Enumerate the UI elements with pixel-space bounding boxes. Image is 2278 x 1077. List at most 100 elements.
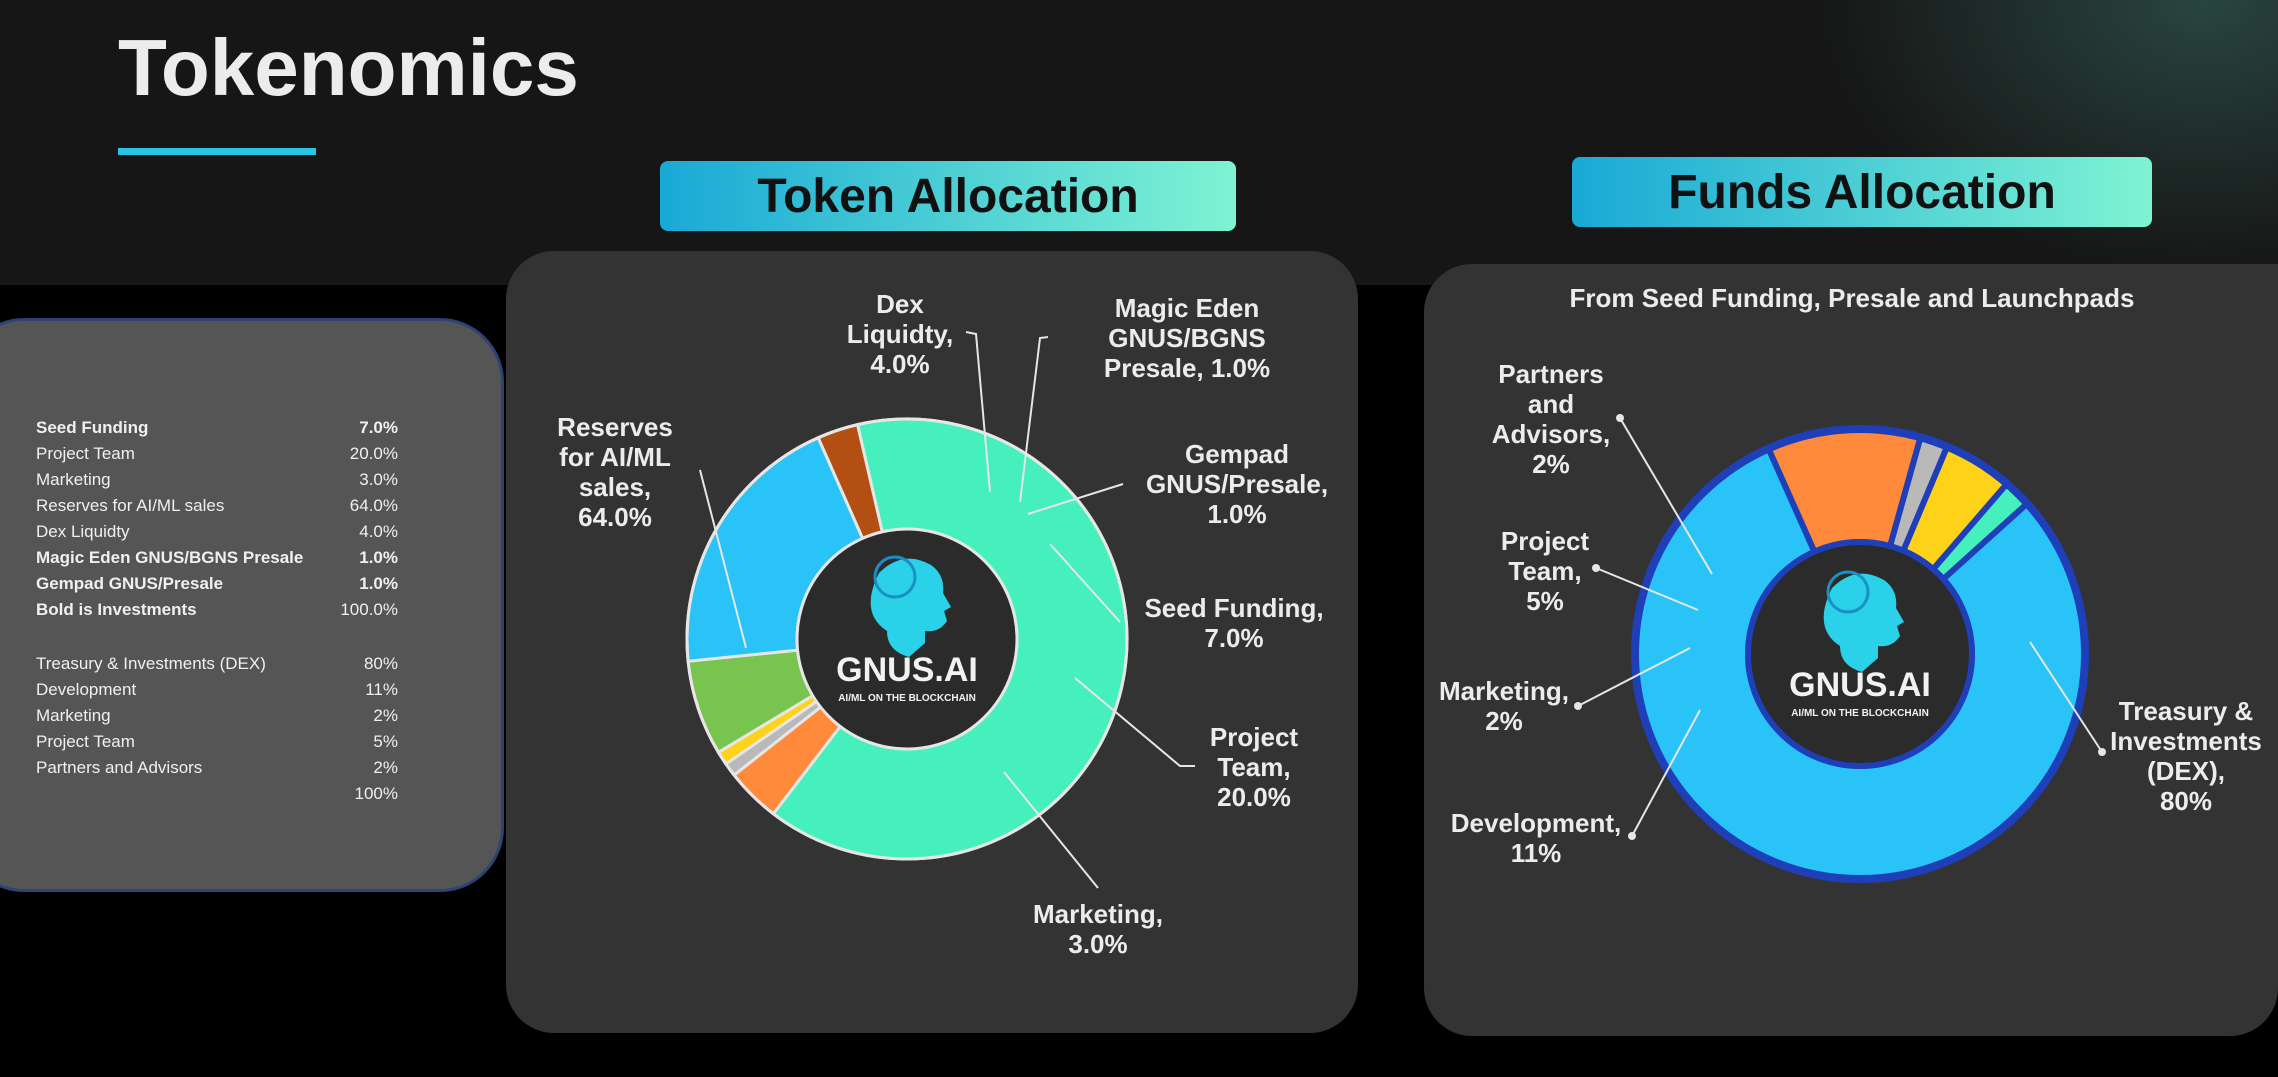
leader-line (965, 331, 991, 493)
table-row-label: Dex Liquidty (36, 522, 130, 541)
table-row-value: 11% (365, 680, 398, 699)
slice-label: Treasury & Investments (DEX), 80% (2110, 696, 2262, 816)
slice-label-line: Marketing, (1033, 899, 1163, 929)
table-row: Partners and Advisors 2% (36, 758, 398, 782)
donut-outline (1631, 425, 2089, 883)
slice-label-line: 2% (1485, 706, 1523, 736)
table-row-value: 1.0% (359, 574, 398, 593)
slice-label: Seed Funding, 7.0% (1144, 593, 1323, 653)
leader-line (699, 469, 747, 649)
slice-label-line: 11% (1511, 838, 1562, 868)
table-row: Project Team 20.0% (36, 444, 398, 468)
table-row: Gempad GNUS/Presale 1.0% (36, 574, 398, 598)
slice-label-line: Presale, 1.0% (1104, 353, 1270, 383)
slice-label: Reserves for AI/ML sales, 64.0% (557, 412, 673, 532)
slice-label: Dex Liquidty, 4.0% (847, 289, 953, 379)
slice-label: Project Team, 20.0% (1210, 722, 1298, 812)
table-row: Bold is Investments 100.0% (36, 600, 398, 624)
leader-line (1074, 677, 1195, 767)
leader-line (1027, 483, 1124, 515)
slice-label-line: 64.0% (578, 502, 652, 532)
leader-line (1577, 647, 1691, 707)
leader-line (1619, 417, 1713, 575)
slice-label-line: Seed Funding, (1144, 593, 1323, 623)
funds-allocation-title: Funds Allocation (1572, 157, 2152, 227)
leader-line (1019, 336, 1049, 503)
slice-label: Project Team, 5% (1501, 526, 1589, 616)
table-row-label: Marketing (36, 706, 111, 725)
table-row-value: 20.0% (349, 444, 398, 463)
leader-dot (2098, 748, 2106, 756)
slice-label-line: Gempad (1185, 439, 1289, 469)
table-row-label: Seed Funding (36, 418, 149, 437)
logo-brand: GNUS.AI (1789, 666, 1931, 704)
table-row: 100% (36, 784, 398, 808)
table-row-label: Bold is Investments (36, 600, 197, 619)
leader-line (1049, 543, 1121, 623)
slice-label-line: Magic Eden (1115, 293, 1259, 323)
table-row-value: 100% (354, 784, 398, 803)
neural-network-icon (1826, 570, 1870, 614)
table-row-label: Partners and Advisors (36, 758, 203, 777)
leader-line (2029, 641, 2103, 753)
slice-label-line: Marketing, (1439, 676, 1569, 706)
slice-label-line: Development, (1451, 808, 1622, 838)
slice-label-line: 2% (1532, 449, 1570, 479)
table-row: Marketing 2% (36, 706, 398, 730)
table-row: Reserves for AI/ML sales 64.0% (36, 496, 398, 520)
slice-label-line: Team, (1217, 752, 1290, 782)
funds-allocation-donut: GNUS.AI AI/ML ON THE BLOCKCHAIN Treasury &… (1439, 359, 2262, 883)
slice-label-line: Project (1501, 526, 1589, 556)
leader-line (1595, 567, 1699, 611)
slice-label-line: Project (1210, 722, 1298, 752)
slice-label: Marketing, 2% (1439, 676, 1569, 736)
table-row-label: Reserves for AI/ML sales (36, 496, 225, 515)
leader-dot (1574, 702, 1582, 710)
slice-label-line: 1.0% (1207, 499, 1266, 529)
slice-label: Gempad GNUS/Presale, 1.0% (1146, 439, 1328, 529)
token-allocation-title: Token Allocation (660, 161, 1236, 231)
donut-outline (685, 417, 1129, 861)
slice-label-line: Advisors, (1492, 419, 1611, 449)
slice-label-line: and (1528, 389, 1574, 419)
table-row-label: Marketing (36, 470, 111, 489)
funds-allocation-subtitle: From Seed Funding, Presale and Launchpad… (1570, 283, 2135, 313)
data-table: Seed Funding 7.0% Project Team 20.0% Marketi… (0, 318, 504, 892)
slice-label: Development, 11% (1451, 808, 1622, 868)
background-top (0, 0, 2278, 285)
slice-label-line: Liquidty, (847, 319, 953, 349)
slice-label-line: Reserves (557, 412, 673, 442)
leader-dot (1616, 414, 1624, 422)
page-title: Tokenomics (118, 23, 579, 112)
slice-label: Partners and Advisors, 2% (1492, 359, 1611, 479)
table-row-value: 100.0% (340, 600, 398, 619)
background-glow (1780, 0, 2278, 300)
slice-label-line: Dex (876, 289, 924, 319)
slice-label-line: Partners (1498, 359, 1604, 389)
table-row-label: Development (36, 680, 137, 699)
table-row-label: Gempad GNUS/Presale (36, 574, 224, 593)
table-row-label: Treasury & Investments (DEX) (36, 654, 266, 673)
leader-dot (1628, 832, 1636, 840)
logo-tagline: AI/ML ON THE BLOCKCHAIN (838, 693, 976, 704)
token-allocation-donut: GNUS.AI AI/ML ON THE BLOCKCHAIN Reserves fo… (557, 289, 1328, 959)
slice-label-line: 7.0% (1204, 623, 1263, 653)
slice-label-line: (DEX), (2147, 756, 2225, 786)
table-row: Treasury & Investments (DEX) 80% (36, 654, 398, 678)
slice-label-line: GNUS/BGNS (1108, 323, 1265, 353)
slice-label-line: 80% (2160, 786, 2212, 816)
slice-label-line: Team, (1508, 556, 1581, 586)
table-row: Seed Funding 7.0% (36, 418, 398, 442)
slice-label-line: 4.0% (870, 349, 929, 379)
table-row-value: 80% (363, 654, 398, 673)
slice-label: Marketing, 3.0% (1033, 899, 1163, 959)
slice-label-line: GNUS/Presale, (1146, 469, 1328, 499)
slice-label-line: 3.0% (1068, 929, 1127, 959)
leader-line (1003, 771, 1099, 889)
table-row: Dex Liquidty 4.0% (36, 522, 398, 546)
table-row: Magic Eden GNUS/BGNS Presale 1.0% (36, 548, 398, 572)
leader-line (1631, 709, 1701, 837)
table-row: Project Team 5% (36, 732, 398, 756)
table-row: Development 11% (36, 680, 398, 704)
